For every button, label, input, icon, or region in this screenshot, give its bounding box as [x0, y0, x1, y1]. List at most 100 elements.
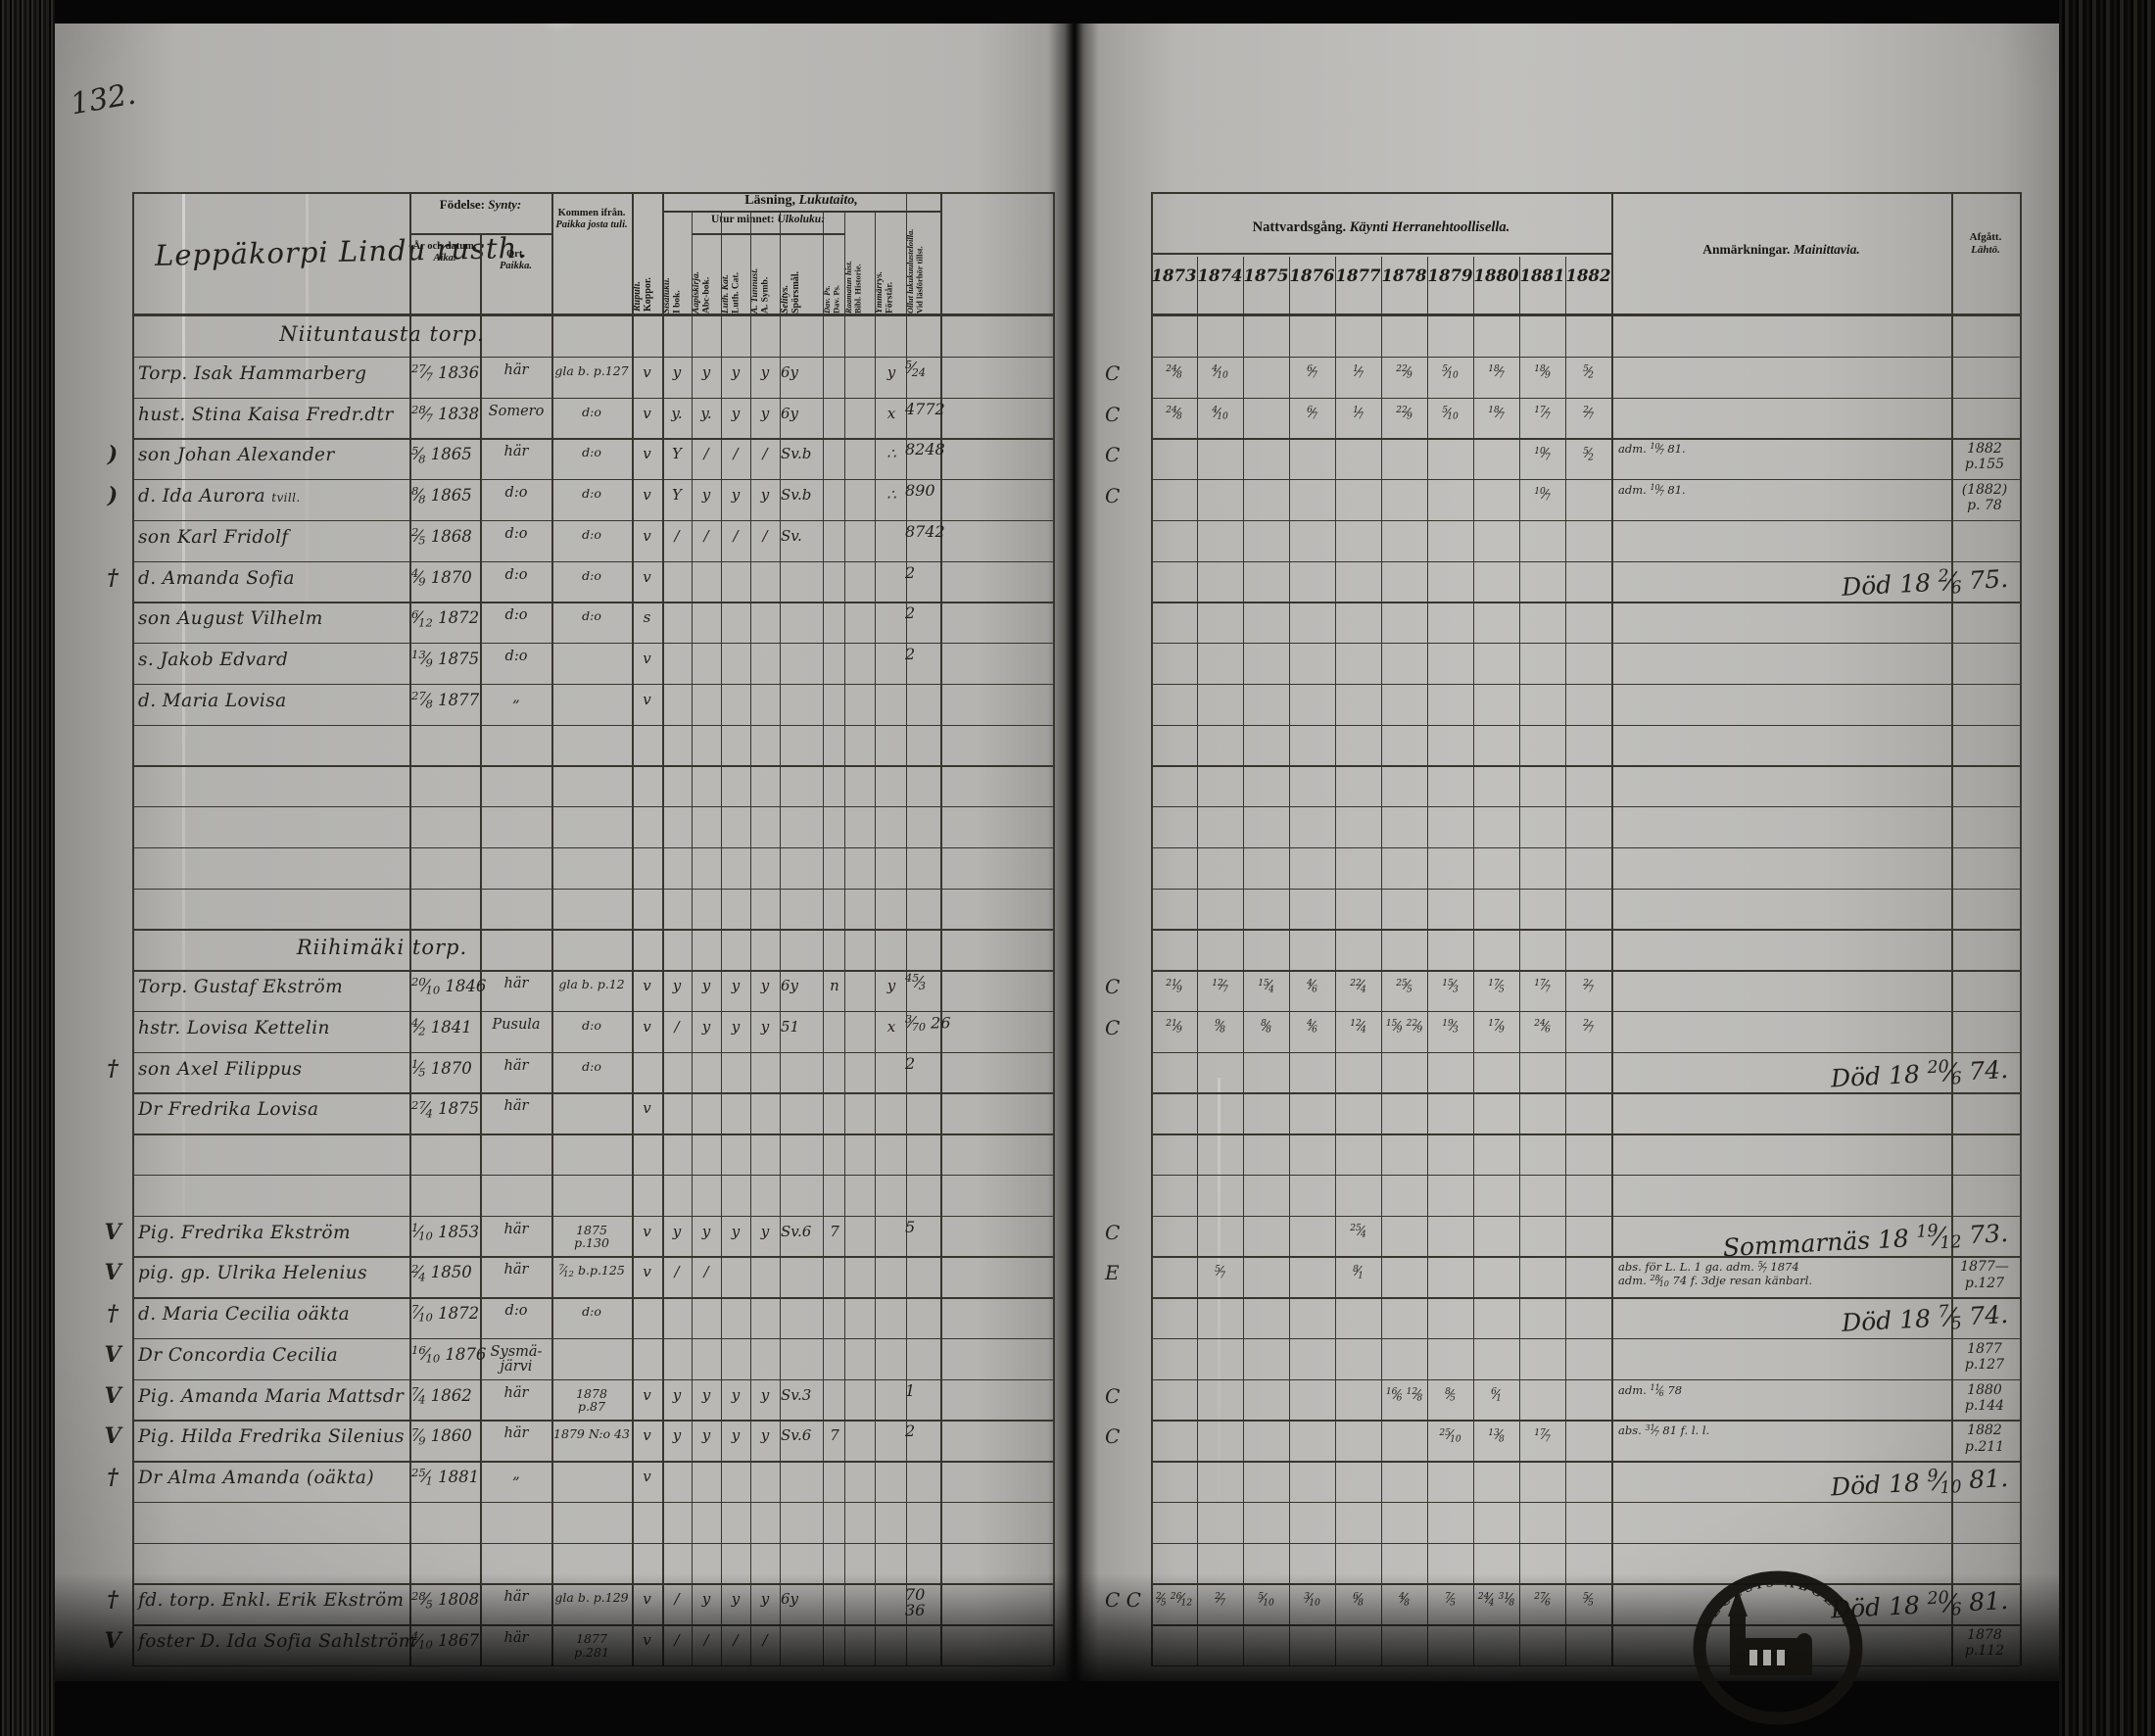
fraction-date: 27⁄7 — [411, 361, 433, 384]
fraction-date: 2⁄7 — [1583, 405, 1594, 422]
fraction-date: 16⁄10 — [411, 1343, 441, 1366]
communion-date: 22⁄9 — [1381, 365, 1427, 381]
grid-line — [1151, 253, 1611, 255]
grid-line — [1151, 765, 2020, 767]
departed-note: (1882) p. 78 — [1961, 482, 2008, 514]
fraction-date: 17⁄7 — [1534, 405, 1551, 422]
birth-date: 4⁄2 1841 — [411, 1016, 472, 1038]
fraction-date: 9⁄10 — [1926, 1467, 1963, 1499]
smallpox-mark: v — [643, 1426, 651, 1445]
grid-line — [750, 211, 752, 1665]
book-left-edge — [0, 0, 55, 1736]
fraction-date: 15⁄9 — [1385, 1019, 1403, 1036]
person-name: s. Jakob Edvard — [138, 650, 289, 671]
grid-line — [132, 1051, 1053, 1054]
smallpox-mark: v — [643, 362, 651, 381]
birth-place: här — [503, 1221, 529, 1237]
communion-date: 21⁄9 — [1151, 978, 1197, 995]
grid-line — [1151, 1051, 2020, 1054]
reading-mark: y — [672, 1385, 682, 1404]
grid-line — [692, 211, 694, 1665]
fraction-date: 8⁄1 — [1353, 1264, 1364, 1281]
grid-line — [1243, 257, 1245, 1665]
came-from: d:o — [582, 404, 601, 419]
reading-mark: y — [701, 1017, 711, 1036]
grid-line — [132, 313, 1053, 316]
questions-mark: 6y — [781, 404, 799, 422]
grid-line — [409, 192, 411, 1665]
birth-date: 16⁄10 1876 — [411, 1343, 487, 1366]
margin-mark: † — [107, 564, 119, 591]
paper-crease — [1218, 1078, 1221, 1499]
header-remarks-fi: Mainittavia. — [1793, 242, 1860, 257]
attendance-number: 8248 — [905, 440, 945, 459]
communion-date: 22⁄9 — [1381, 406, 1427, 421]
communion-date: 2⁄7 — [1565, 1020, 1611, 1036]
header-place: Ort. Paikka. — [480, 249, 551, 272]
communion-date: 25⁄4 — [1335, 1225, 1381, 1240]
parish-seal-stamp: DIOECESIS ABOENSIS — [1693, 1570, 1863, 1725]
birth-place: här — [503, 1262, 529, 1278]
year-label: 1877 — [1335, 266, 1381, 285]
header-came-from: Kommen ifrån. Paikka josta tuli. — [551, 208, 632, 231]
grid-line — [132, 519, 1053, 522]
grid-line — [1151, 1133, 2020, 1135]
fraction-date: 4⁄6 — [1307, 978, 1317, 995]
grid-line — [780, 211, 782, 1665]
fraction-date: 4⁄6 — [1307, 1019, 1317, 1036]
communion-prefix: C — [1105, 1424, 1121, 1449]
grid-line — [823, 211, 825, 1665]
reading-mark: / — [762, 526, 768, 545]
comprehension-mark: y — [886, 362, 896, 381]
reading-mark: y — [731, 404, 741, 422]
communion-date: 10⁄7 — [1519, 447, 1565, 462]
remark-note: adm. 11⁄6 78 — [1618, 1382, 1683, 1398]
fraction-date: 25⁄10 — [1439, 1427, 1461, 1445]
person-name: son Johan Alexander — [138, 445, 335, 466]
communion-date: 5⁄2 — [1565, 447, 1611, 462]
fraction-date: 12⁄7 — [1212, 978, 1228, 995]
comprehension-mark: ∴ — [886, 445, 896, 463]
seal-ring — [1693, 1570, 1863, 1725]
communion-date: 15⁄4 — [1243, 979, 1289, 994]
birth-place: här — [503, 1098, 529, 1115]
smallpox-mark: v — [643, 977, 651, 995]
grid-line — [132, 888, 1053, 890]
smallpox-mark: v — [643, 690, 651, 708]
person-name: son August Vilhelm — [138, 608, 323, 630]
birth-date: 27⁄4 1875 — [411, 1097, 480, 1120]
name-note: tvill. — [271, 491, 301, 506]
person-name: d. Maria Lovisa — [138, 690, 287, 711]
communion-date: 17⁄9 — [1473, 1020, 1519, 1036]
reading-mark: y — [701, 362, 711, 381]
smallpox-mark: v — [643, 1263, 651, 1281]
communion-date: 10⁄7 — [1519, 488, 1565, 504]
person-name: Dr Alma Amanda (oäkta) — [138, 1468, 374, 1489]
margin-mark: V — [104, 1382, 121, 1409]
communion-date: 17⁄5 — [1473, 979, 1519, 994]
fraction-date: 2⁄6 — [1938, 565, 1963, 599]
reading-mark: y — [760, 362, 770, 381]
birth-place: här — [503, 362, 529, 378]
fraction-date: 5⁄10 — [1442, 405, 1459, 422]
fraction-date: 3⁄70 — [905, 1012, 927, 1034]
grid-line — [132, 1378, 1053, 1381]
grid-line — [1151, 1215, 2020, 1218]
reading-mark: Y — [672, 445, 682, 463]
fraction-date: 21⁄9 — [1166, 978, 1182, 995]
birth-place: här — [503, 444, 529, 460]
communion-date: 1⁄7 — [1335, 365, 1381, 381]
remark-script: Död 18 2⁄6 75. — [1841, 563, 2009, 602]
reading-mark: Y — [672, 486, 682, 505]
birth-place: här — [503, 1384, 529, 1401]
fraction-date: 8⁄5 — [1445, 1387, 1456, 1404]
questions-mark: 6y — [781, 362, 799, 381]
birth-date: 13⁄9 1875 — [411, 648, 480, 670]
grid-line — [1151, 1174, 2020, 1177]
communion-date: 18⁄9 — [1519, 365, 1565, 381]
communion-date: 6⁄7 — [1289, 406, 1335, 421]
birth-date: 7⁄9 1860 — [411, 1424, 472, 1447]
birth-place: d:o — [504, 607, 528, 624]
came-from: 1878 p.87 — [576, 1385, 607, 1415]
questions-mark: Sv. — [781, 526, 802, 545]
